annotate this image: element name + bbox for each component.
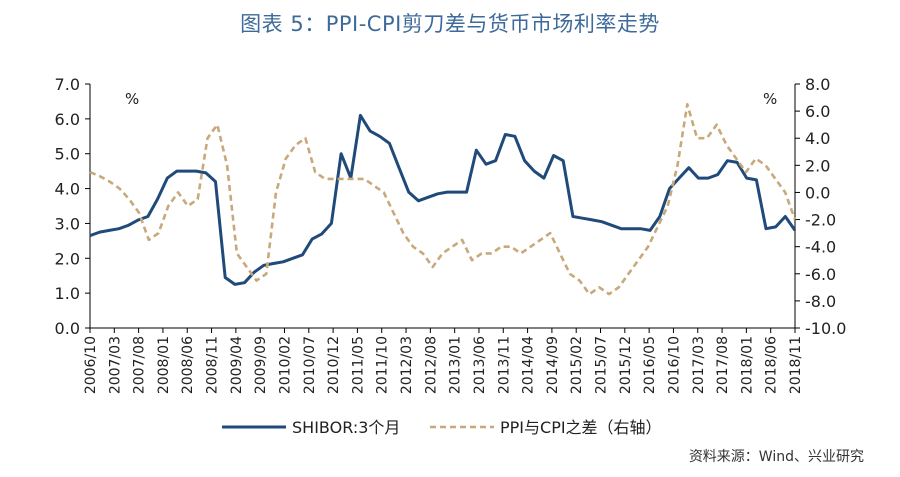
x-tick-label: 2007/08	[132, 336, 148, 394]
x-tick-label: 2007/03	[107, 336, 123, 394]
left-tick-label: 2.0	[55, 249, 80, 268]
x-tick-label: 2017/08	[715, 336, 731, 394]
left-tick-label: 0.0	[55, 319, 80, 338]
x-tick-label: 2006/10	[83, 336, 99, 394]
x-tick-label: 2015/07	[594, 336, 610, 394]
x-tick-label: 2010/02	[277, 336, 293, 394]
x-tick-label: 2014/09	[545, 336, 561, 394]
x-tick-label: 2011/10	[375, 336, 391, 394]
right-tick-label: -6.0	[805, 265, 836, 284]
left-tick-label: 6.0	[55, 110, 80, 129]
x-tick-label: 2010/12	[326, 336, 342, 394]
series-line-shibor	[89, 113, 797, 286]
x-tick-label: 2018/06	[764, 336, 780, 394]
x-tick-label: 2013/06	[472, 336, 488, 394]
right-tick-label: 6.0	[805, 102, 830, 121]
right-tick-label: -4.0	[805, 238, 836, 257]
x-tick-label: 2016/10	[666, 336, 682, 394]
x-tick-label: 2009/09	[253, 336, 269, 394]
right-tick-label: -2.0	[805, 211, 836, 230]
right-tick-label: -10.0	[805, 319, 846, 338]
x-tick-label: 2013/01	[448, 336, 464, 394]
chart-title: 图表 5：PPI-CPI剪刀差与货币市场利率走势	[240, 12, 660, 36]
x-tick-label: 2008/01	[156, 336, 172, 394]
left-tick-label: 4.0	[55, 180, 80, 199]
right-tick-label: 2.0	[805, 156, 830, 175]
x-tick-label: 2013/11	[496, 336, 512, 394]
right-unit: %	[763, 90, 777, 108]
source-note: 资料来源：Wind、兴业研究	[688, 449, 864, 465]
right-tick-label: 0.0	[805, 183, 830, 202]
x-tick-label: 2008/11	[205, 336, 221, 394]
x-tick-label: 2010/07	[302, 336, 318, 394]
left-tick-label: 1.0	[55, 284, 80, 303]
series-line-ppi-cpi	[89, 103, 797, 296]
right-tick-label: 8.0	[805, 75, 830, 94]
x-tick-label: 2018/11	[788, 336, 804, 394]
x-tick-label: 2009/04	[229, 336, 245, 394]
x-tick-label: 2015/12	[618, 336, 634, 394]
legend-label-ppi-cpi: PPI与CPI之差（右轴）	[500, 418, 662, 437]
x-tick-label: 2011/05	[350, 336, 366, 394]
left-tick-label: 5.0	[55, 145, 80, 164]
left-tick-label: 7.0	[55, 75, 80, 94]
legend-label-shibor: SHIBOR:3个月	[292, 418, 400, 437]
x-tick-label: 2012/08	[423, 336, 439, 394]
x-tick-label: 2016/05	[642, 336, 658, 394]
left-tick-label: 3.0	[55, 214, 80, 233]
x-tick-label: 2012/03	[399, 336, 415, 394]
x-tick-label: 2014/04	[521, 336, 537, 394]
x-tick-label: 2018/01	[739, 336, 755, 394]
right-tick-label: 4.0	[805, 129, 830, 148]
left-unit: %	[125, 90, 139, 108]
right-tick-label: -8.0	[805, 292, 836, 311]
x-tick-label: 2017/03	[691, 336, 707, 394]
x-tick-label: 2008/06	[180, 336, 196, 394]
x-tick-label: 2015/02	[569, 336, 585, 394]
